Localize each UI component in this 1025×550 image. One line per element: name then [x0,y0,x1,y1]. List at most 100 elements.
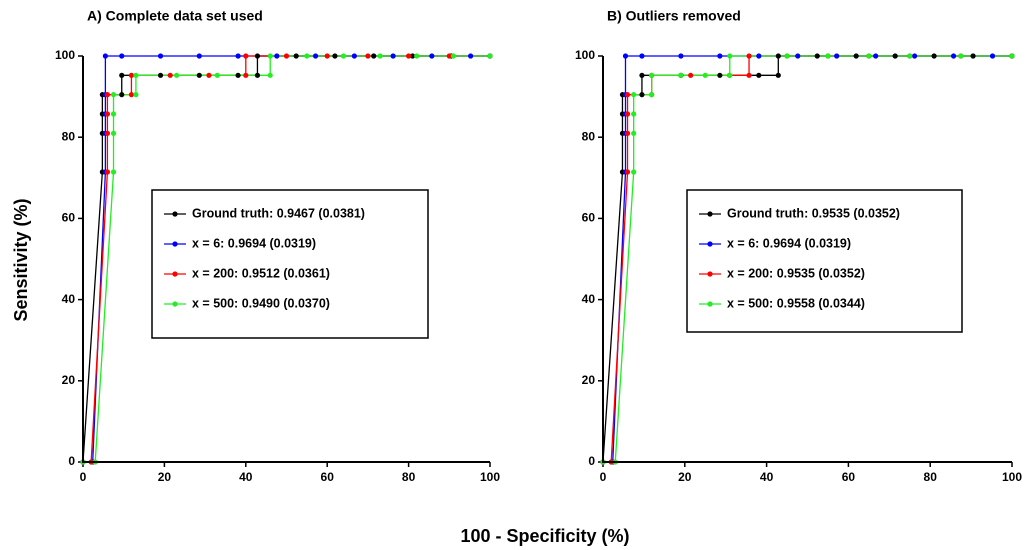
roc-point [784,53,790,59]
legend-marker [172,271,178,277]
x-tick-label: 0 [80,470,87,484]
roc-point [110,130,117,136]
x-tick-label: 60 [321,470,335,484]
roc-point [312,53,319,59]
roc-point [775,53,781,59]
roc-point [624,92,631,98]
y-tick-label: 40 [582,292,596,306]
roc-point [450,53,456,59]
roc-point [332,53,338,59]
roc-point [133,72,139,78]
roc-point [688,72,694,78]
roc-point [110,111,117,117]
legend-marker [172,211,178,217]
roc-point [756,72,762,78]
roc-point [365,53,371,59]
y-axis-label: Sensitivity (%) [11,198,31,321]
roc-point [406,53,412,59]
roc-point [814,53,820,59]
roc-point [274,53,280,59]
y-tick-label: 0 [588,454,595,468]
roc-point [873,53,879,59]
roc-point [254,72,261,78]
roc-point [110,169,117,175]
roc-point [678,53,684,59]
x-tick-label: 60 [842,470,856,484]
legend-label: x = 500: 0.9490 (0.0370) [192,296,330,310]
roc-point [746,53,752,59]
roc-point [631,111,637,117]
roc-point [102,53,108,59]
roc-point [727,72,733,78]
x-tick-label: 80 [924,470,938,484]
roc-point [834,53,840,59]
roc-point [414,53,420,59]
y-tick-label: 100 [575,48,595,62]
roc-point [235,72,241,78]
roc-point [174,72,180,78]
legend-label: x = 6: 0.9694 (0.0319) [192,236,316,250]
roc-point [243,53,249,59]
x-tick-label: 80 [402,470,416,484]
roc-point [254,53,261,59]
roc-point [639,53,645,59]
roc-point [104,111,111,117]
legend-label: Ground truth: 0.9535 (0.0352) [727,206,900,220]
roc-point [795,53,801,59]
roc-point [775,72,781,78]
roc-point [639,72,645,78]
roc-point [624,130,631,136]
roc-point [110,92,117,98]
roc-point [304,53,310,59]
legend-label: x = 6: 0.9694 (0.0319) [727,236,851,250]
roc-point [119,72,125,78]
roc-point [468,53,474,59]
axes [82,56,490,463]
roc-point [950,53,957,59]
legend-marker [707,271,713,277]
legend-marker [172,241,178,247]
roc-point [746,72,752,78]
y-tick-label: 80 [582,129,596,143]
roc-point [390,53,396,59]
legend-label: x = 200: 0.9535 (0.0352) [727,266,865,280]
roc-point [702,72,708,78]
roc-point [206,72,212,78]
roc-point [340,53,347,59]
x-tick-label: 40 [239,470,253,484]
roc-point [104,169,111,175]
y-tick-label: 60 [62,211,76,225]
roc-point [267,72,273,78]
roc-point [989,53,996,59]
roc-point [119,53,125,59]
roc-point [853,53,859,59]
roc-point [678,72,684,78]
roc-point [293,53,299,59]
roc-point [649,72,655,78]
x-tick-label: 40 [760,470,774,484]
roc-point [377,53,383,59]
roc-point [756,53,762,59]
legend-marker [707,211,713,217]
y-tick-label: 20 [582,373,596,387]
roc-point [624,111,631,117]
roc-point [958,53,964,59]
roc-point [487,53,493,59]
y-tick-label: 0 [68,454,75,468]
roc-point [104,92,111,98]
chart-title: B) Outliers removed [607,8,741,24]
legend-marker [172,301,178,307]
roc-point [371,53,377,59]
axes [602,56,1012,463]
roc-point [717,72,723,78]
y-tick-label: 80 [62,129,76,143]
roc-point [717,53,723,59]
roc-point [243,72,249,78]
y-tick-label: 40 [62,292,76,306]
roc-point [624,169,631,175]
roc-point [631,169,637,175]
roc-point [324,53,330,59]
roc-point [196,72,202,78]
roc-point [639,92,645,98]
